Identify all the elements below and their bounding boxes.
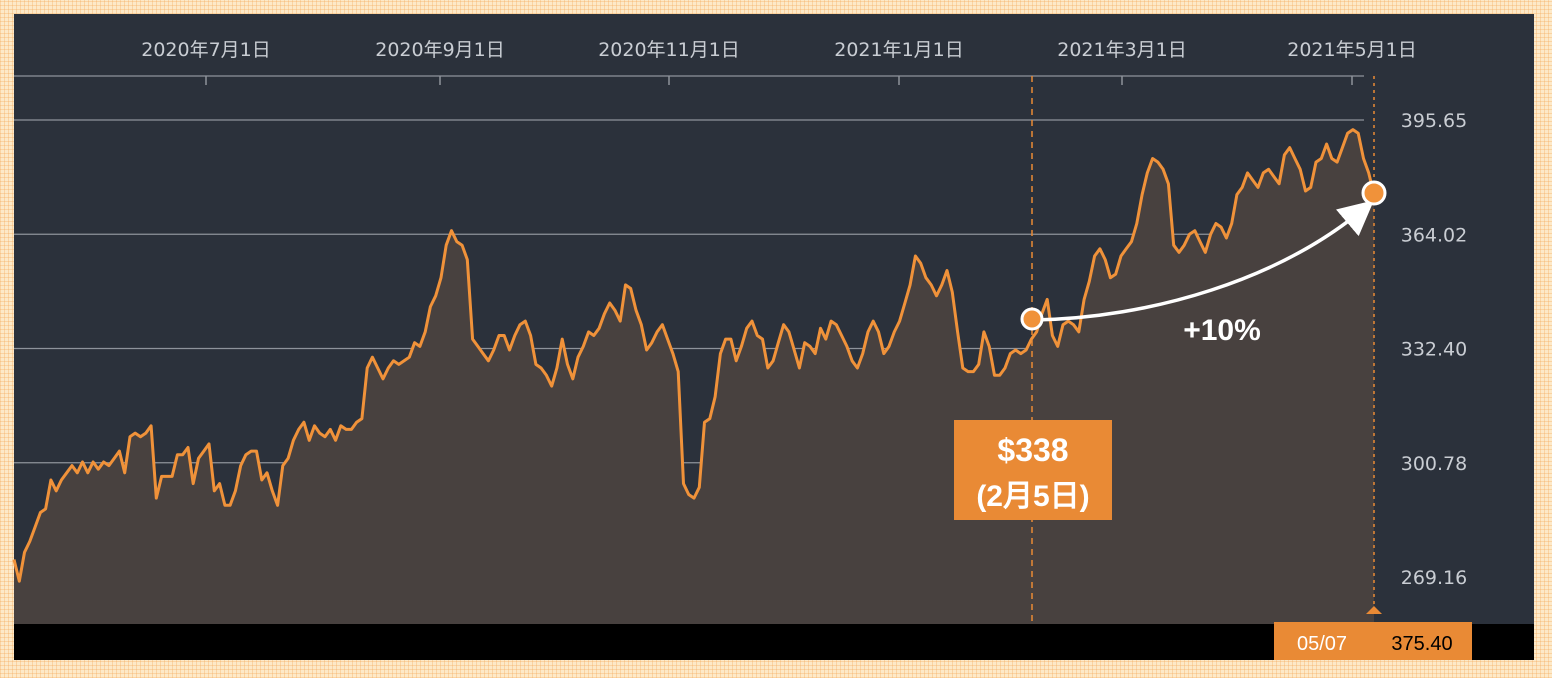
readout-box — [1274, 622, 1472, 660]
x-tick-label: 2021年3月1日 — [1057, 39, 1187, 61]
y-tick-label: 269.16 — [1401, 567, 1467, 589]
y-tick-label: 300.78 — [1401, 453, 1467, 475]
x-tick-label: 2021年5月1日 — [1287, 39, 1417, 61]
start-point-marker — [1020, 307, 1044, 331]
x-tick-label: 2020年9月1日 — [375, 39, 505, 61]
x-axis-labels: 2020年7月1日 2020年9月1日 2020年11月1日 2021年1月1日 202… — [141, 39, 1417, 61]
price-line — [12, 128, 1376, 583]
readout-value: 375.40 — [1391, 633, 1452, 655]
callout-box — [954, 420, 1112, 520]
x-tick-label: 2020年11月1日 — [598, 39, 740, 61]
readout-pointer — [1366, 606, 1382, 614]
change-arrow — [1033, 200, 1375, 322]
end-point-marker — [1361, 180, 1387, 206]
y-tick-label: 395.65 — [1401, 110, 1467, 132]
callout-date: (2月5日) — [976, 480, 1089, 513]
x-tick-label: 2020年7月1日 — [141, 39, 271, 61]
readout-date: 05/07 — [1297, 633, 1347, 655]
x-tick-label: 2021年1月1日 — [834, 39, 964, 61]
y-axis-labels: 395.65 364.02 332.40 300.78 269.16 — [1401, 110, 1467, 589]
y-tick-label: 364.02 — [1401, 224, 1467, 246]
x-axis-ticks — [205, 76, 1353, 85]
y-tick-label: 332.40 — [1401, 339, 1467, 361]
change-label: +10% — [1183, 314, 1261, 347]
callout-price: $338 — [997, 432, 1068, 468]
